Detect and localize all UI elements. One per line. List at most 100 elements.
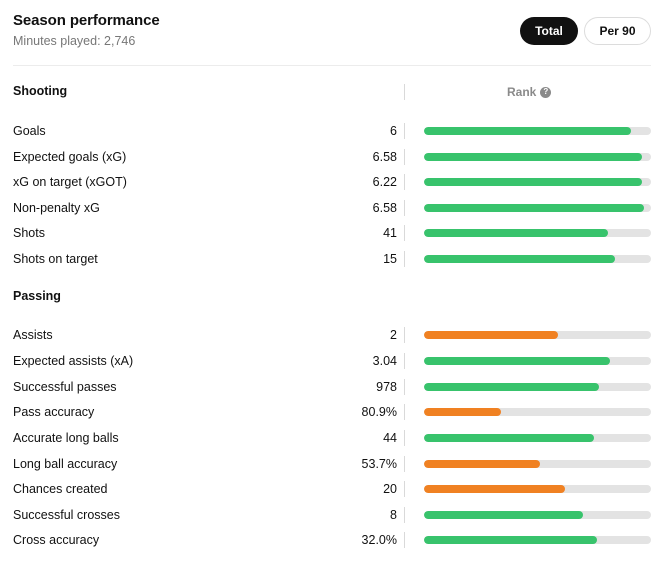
stat-value: 8 [390,507,397,522]
stat-value: 6.22 [372,175,397,189]
rank-header-separator [404,84,405,100]
rank-label: Rank [507,85,537,99]
page-title: Season performance [13,12,160,29]
stat-row-shots-on-target: Shots on target 15 [13,250,651,268]
column-separator [404,148,405,165]
rank-bar-fill [424,152,642,161]
stat-row-chances-created: Chances created 20 [13,480,651,498]
stat-label: Successful passes [13,379,117,394]
stat-row-expected-goals-xg: Expected goals (xG) 6.58 [13,148,651,166]
stat-value: 41 [383,226,397,240]
stat-value: 53.7% [361,456,397,471]
column-separator [404,455,405,472]
rank-bar-fill [424,408,502,416]
column-separator [404,430,405,446]
rank-bar-track [424,357,651,365]
stat-row-goals: Goals 6 [13,122,651,140]
section-title-shooting: Shooting [13,84,68,98]
stat-label: Accurate long balls [13,431,119,445]
column-separator [404,225,405,241]
rank-bar-track [424,459,651,468]
rank-bar-fill [424,178,642,186]
rank-bar-track [424,331,651,339]
column-separator [404,199,405,216]
stat-row-non-penalty-xg: Non-penalty xG 6.58 [13,199,651,217]
stat-row-expected-assists-xa: Expected assists (xA) 3.04 [13,352,651,370]
column-separator [404,327,405,343]
stat-row-successful-passes: Successful passes 978 [13,378,651,396]
season-performance-header: Season performance Minutes played: 2,746 [13,12,160,48]
total-toggle-button[interactable]: Total [520,17,578,45]
stat-value: 2 [390,328,397,342]
rank-bar-fill [424,357,611,365]
per90-toggle-button[interactable]: Per 90 [584,17,651,45]
stat-label: xG on target (xGOT) [13,175,127,189]
rank-bar-fill [424,203,645,212]
stat-label: Non-penalty xG [13,200,100,215]
header-divider [13,65,651,66]
column-separator [404,506,405,523]
stat-row-cross-accuracy: Cross accuracy 32.0% [13,531,651,549]
stat-value: 3.04 [372,354,397,368]
column-separator [404,404,405,420]
column-separator [404,532,405,548]
stat-value: 6 [390,124,397,138]
rank-bar-track [424,127,651,135]
stat-value: 15 [383,251,397,266]
section-title-passing: Passing [13,289,61,303]
rank-header: Rank ? [507,85,552,99]
stat-value: 6.58 [372,149,397,164]
rank-bar-fill [424,536,597,544]
stat-label: Pass accuracy [13,405,95,419]
stat-label: Shots [13,226,45,240]
stat-value: 6.58 [372,200,397,215]
stat-label: Long ball accuracy [13,456,118,471]
stat-label: Goals [13,124,46,138]
stat-label: Shots on target [13,251,98,266]
rank-bar-fill [424,229,608,237]
rank-bar-fill [424,510,583,519]
rank-bar-track [424,229,651,237]
column-separator [404,378,405,395]
rank-bar-fill [424,434,595,442]
help-icon[interactable]: ? [540,86,552,98]
rank-bar-track [424,434,651,442]
stat-label: Successful crosses [13,507,120,522]
column-separator [404,174,405,190]
rank-bar-track [424,485,651,493]
rank-bar-track [424,382,651,391]
rank-bar-track [424,152,651,161]
stat-value: 32.0% [361,533,397,547]
column-separator [404,123,405,139]
column-separator [404,250,405,267]
stat-label: Assists [13,328,53,342]
stat-row-shots: Shots 41 [13,224,651,242]
stat-row-xg-on-target-xgot: xG on target (xGOT) 6.22 [13,173,651,191]
stat-row-successful-crosses: Successful crosses 8 [13,506,651,524]
column-separator [404,481,405,497]
rank-bar-fill [424,382,599,391]
column-separator [404,353,405,369]
rank-bar-track [424,536,651,544]
stat-row-long-ball-accuracy: Long ball accuracy 53.7% [13,455,651,473]
rank-bar-track [424,178,651,186]
stat-label: Expected goals (xG) [13,149,127,164]
rank-bar-track [424,408,651,416]
stat-label: Expected assists (xA) [13,354,134,368]
stat-value: 44 [383,431,397,445]
stat-row-assists: Assists 2 [13,326,651,344]
rank-bar-track [424,203,651,212]
rank-bar-track [424,254,651,263]
rank-bar-fill [424,254,615,263]
stat-value: 20 [383,482,397,496]
stat-row-pass-accuracy: Pass accuracy 80.9% [13,403,651,421]
rank-bar-fill [424,485,565,493]
stat-row-accurate-long-balls: Accurate long balls 44 [13,429,651,447]
rank-bar-fill [424,127,631,135]
rank-bar-fill [424,459,540,468]
stat-value: 80.9% [361,405,397,419]
rank-bar-fill [424,331,558,339]
minutes-played-subtitle: Minutes played: 2,746 [13,34,136,48]
stat-label: Cross accuracy [13,533,100,547]
rank-bar-track [424,510,651,519]
